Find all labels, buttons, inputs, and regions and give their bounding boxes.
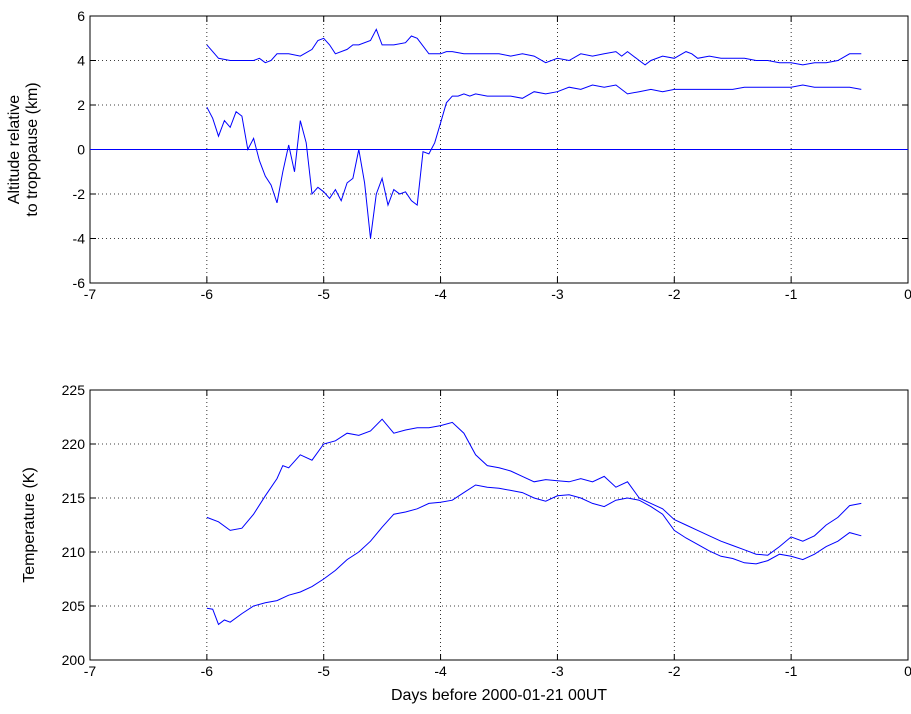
temperature-x-axis-title: Days before 2000-01-21 00UT bbox=[391, 687, 607, 704]
temperature-y-tick-label: 200 bbox=[62, 652, 86, 668]
temperature-y-tick-label: 225 bbox=[62, 382, 86, 398]
altitude-y-tick-label: -4 bbox=[73, 231, 86, 247]
altitude-y-tick-label: -2 bbox=[73, 186, 86, 202]
temperature-x-tick-label: -4 bbox=[434, 663, 447, 679]
temperature-axes-frame bbox=[89, 389, 909, 661]
temperature-x-tick-label: -2 bbox=[668, 663, 681, 679]
temperature-x-tick-label: 0 bbox=[904, 663, 911, 679]
altitude-x-tick-label: 0 bbox=[904, 286, 911, 302]
altitude-x-tick-label: -3 bbox=[551, 286, 564, 302]
altitude-y-axis-title: Altitude relative bbox=[6, 95, 23, 204]
altitude-series-1-line bbox=[206, 84, 862, 239]
altitude-x-tick-label: -5 bbox=[317, 286, 330, 302]
temperature-series-1-line bbox=[206, 484, 862, 626]
altitude-y-tick-label: -6 bbox=[73, 275, 86, 291]
altitude-y-axis-title: to tropopause (km) bbox=[24, 82, 41, 216]
temperature-chart: -7 -6 -5 -4 -3 -2 -1 0 200 205 210 215 220 225 Tempera… bbox=[21, 382, 911, 704]
temperature-x-tick-label: -5 bbox=[317, 663, 330, 679]
altitude-x-tick-label: -1 bbox=[785, 286, 798, 302]
temperature-y-axis-title: Temperature (K) bbox=[21, 467, 38, 583]
temperature-x-tick-label: -7 bbox=[84, 663, 97, 679]
altitude-y-tick-label: 2 bbox=[77, 97, 85, 113]
altitude-x-tick-label: -6 bbox=[201, 286, 214, 302]
temperature-x-tick-label: -3 bbox=[551, 663, 564, 679]
altitude-y-tick-label: 6 bbox=[77, 8, 85, 24]
temperature-x-tick-label: -6 bbox=[201, 663, 214, 679]
altitude-y-tick-label: 4 bbox=[77, 53, 85, 69]
altitude-series-0-line bbox=[206, 28, 862, 66]
temperature-y-tick-label: 215 bbox=[62, 490, 86, 506]
temperature-y-tick-label: 205 bbox=[62, 598, 86, 614]
altitude-y-tick-label: 0 bbox=[77, 142, 85, 158]
temperature-y-tick-label: 210 bbox=[62, 544, 86, 560]
temperature-x-tick-label: -1 bbox=[785, 663, 798, 679]
temperature-plot-area bbox=[90, 390, 908, 660]
temperature-series-0-line bbox=[206, 418, 862, 556]
temperature-y-tick-label: 220 bbox=[62, 436, 86, 452]
altitude-x-tick-label: -2 bbox=[668, 286, 681, 302]
altitude-x-tick-label: -4 bbox=[434, 286, 447, 302]
altitude-x-tick-label: -7 bbox=[84, 286, 97, 302]
